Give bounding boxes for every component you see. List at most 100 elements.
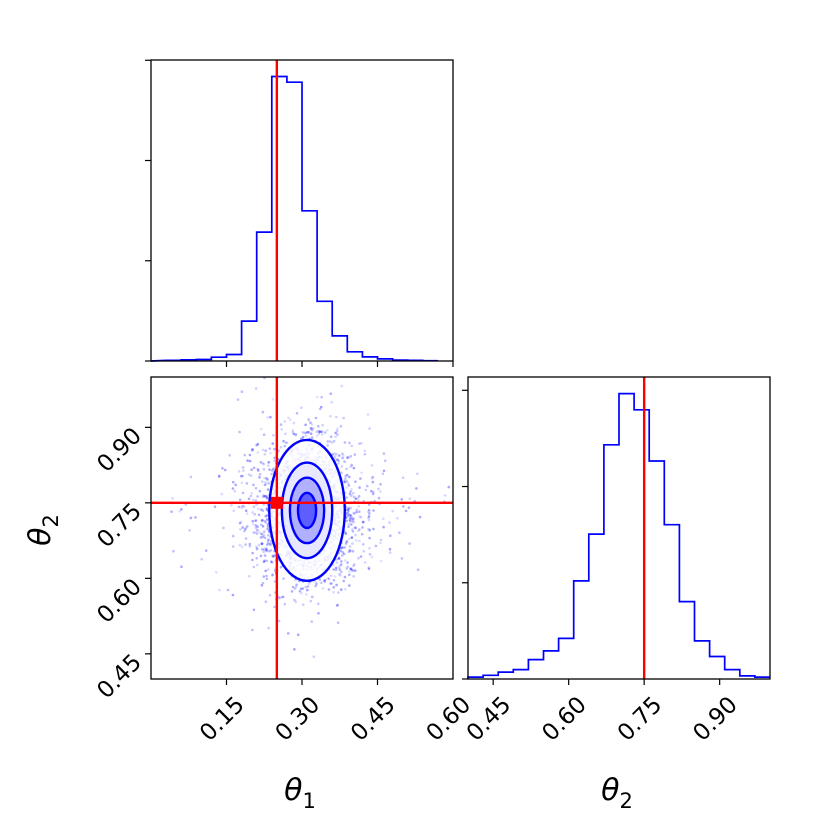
theta2-histogram-panel: 0.45 0.60 0.75 0.90 [462, 376, 771, 746]
scatter-point [257, 469, 260, 472]
scatter-point [265, 527, 269, 531]
joint-xtick-label: 0.60 [422, 692, 477, 747]
scatter-point [342, 552, 346, 556]
scatter-point [258, 489, 262, 493]
scatter-point [307, 418, 311, 421]
scatter-point [338, 568, 342, 571]
scatter-point [346, 561, 349, 564]
scatter-point [343, 460, 347, 464]
scatter-point [337, 591, 340, 594]
scatter-point [344, 532, 348, 536]
scatter-point [256, 442, 260, 446]
scatter-point [344, 531, 347, 535]
scatter-point [264, 449, 268, 453]
scatter-point [321, 423, 325, 427]
scatter-point [294, 433, 298, 437]
scatter-point [354, 480, 357, 484]
scatter-point [358, 539, 361, 543]
scatter-point [301, 436, 305, 440]
scatter-point [348, 513, 352, 517]
scatter-point [231, 593, 235, 597]
scatter-point [285, 441, 288, 445]
scatter-point [329, 414, 332, 418]
scatter-point [266, 496, 270, 499]
scatter-point [298, 589, 302, 593]
scatter-point [320, 395, 323, 399]
scatter-point [262, 560, 266, 564]
scatter-point [349, 465, 352, 469]
scatter-point [293, 587, 297, 591]
scatter-point [318, 430, 322, 434]
scatter-point [349, 516, 352, 520]
scatter-point [347, 509, 350, 512]
scatter-point [363, 561, 367, 564]
scatter-point [351, 530, 355, 533]
scatter-point [388, 521, 391, 524]
scatter-point [482, 579, 485, 582]
scatter-point [288, 418, 292, 422]
joint-ytick-label: 0.75 [92, 498, 147, 553]
scatter-point [255, 443, 258, 447]
joint-xtick-label: 0.15 [195, 692, 250, 747]
scatter-point [233, 489, 237, 493]
scatter-point [316, 395, 319, 399]
scatter-point [346, 482, 350, 485]
scatter-point [396, 516, 399, 520]
scatter-point [267, 464, 270, 468]
scatter-point [329, 574, 333, 578]
scatter-point [349, 567, 352, 570]
scatter-point [265, 548, 268, 551]
scatter-point [260, 542, 264, 545]
scatter-point [271, 554, 275, 558]
scatter-point [339, 425, 343, 428]
scatter-point [222, 526, 225, 530]
scatter-point [261, 461, 265, 465]
axis-labels: θ1 θ2 θ2 [23, 514, 633, 813]
scatter-point [271, 442, 275, 445]
scatter-point [254, 526, 258, 530]
scatter-point [251, 448, 254, 451]
scatter-point [236, 398, 240, 401]
scatter-point [255, 563, 259, 567]
scatter-point [340, 384, 344, 388]
scatter-point [335, 415, 338, 419]
scatter-point [352, 521, 356, 524]
scatter-point [346, 511, 350, 514]
scatter-point [416, 472, 419, 476]
scatter-point [348, 441, 351, 445]
scatter-point [367, 527, 370, 531]
scatter-point [237, 470, 241, 473]
scatter-point [350, 516, 354, 520]
scatter-point [352, 563, 356, 566]
scatter-point [239, 527, 242, 531]
scatter-point [240, 545, 244, 549]
joint-ytick-label: 0.45 [92, 649, 147, 704]
scatter-point [367, 518, 371, 522]
scatter-point [309, 599, 313, 603]
scatter-point [389, 534, 392, 537]
scatter-point [306, 585, 310, 588]
scatter-point [283, 602, 287, 606]
scatter-point [358, 486, 361, 489]
scatter-point [381, 472, 385, 476]
scatter-point [339, 588, 343, 591]
scatter-point [317, 424, 320, 428]
scatter-point [336, 427, 339, 430]
scatter-point [264, 483, 267, 486]
scatter-point [268, 447, 272, 451]
scatter-point [279, 565, 283, 569]
scatter-point [266, 524, 270, 528]
scatter-point [357, 495, 361, 498]
theta1-axis-label: θ1 [284, 773, 316, 813]
scatter-point [307, 430, 311, 434]
scatter-point [257, 543, 261, 547]
scatter-point [189, 475, 193, 479]
scatter-point [382, 517, 385, 520]
scatter-point [295, 411, 299, 415]
scatter-point [245, 512, 249, 515]
scatter-point [335, 604, 339, 607]
scatter-point [348, 570, 351, 573]
scatter-point [351, 518, 355, 522]
scatter-point [336, 433, 339, 437]
scatter-point [370, 477, 374, 480]
